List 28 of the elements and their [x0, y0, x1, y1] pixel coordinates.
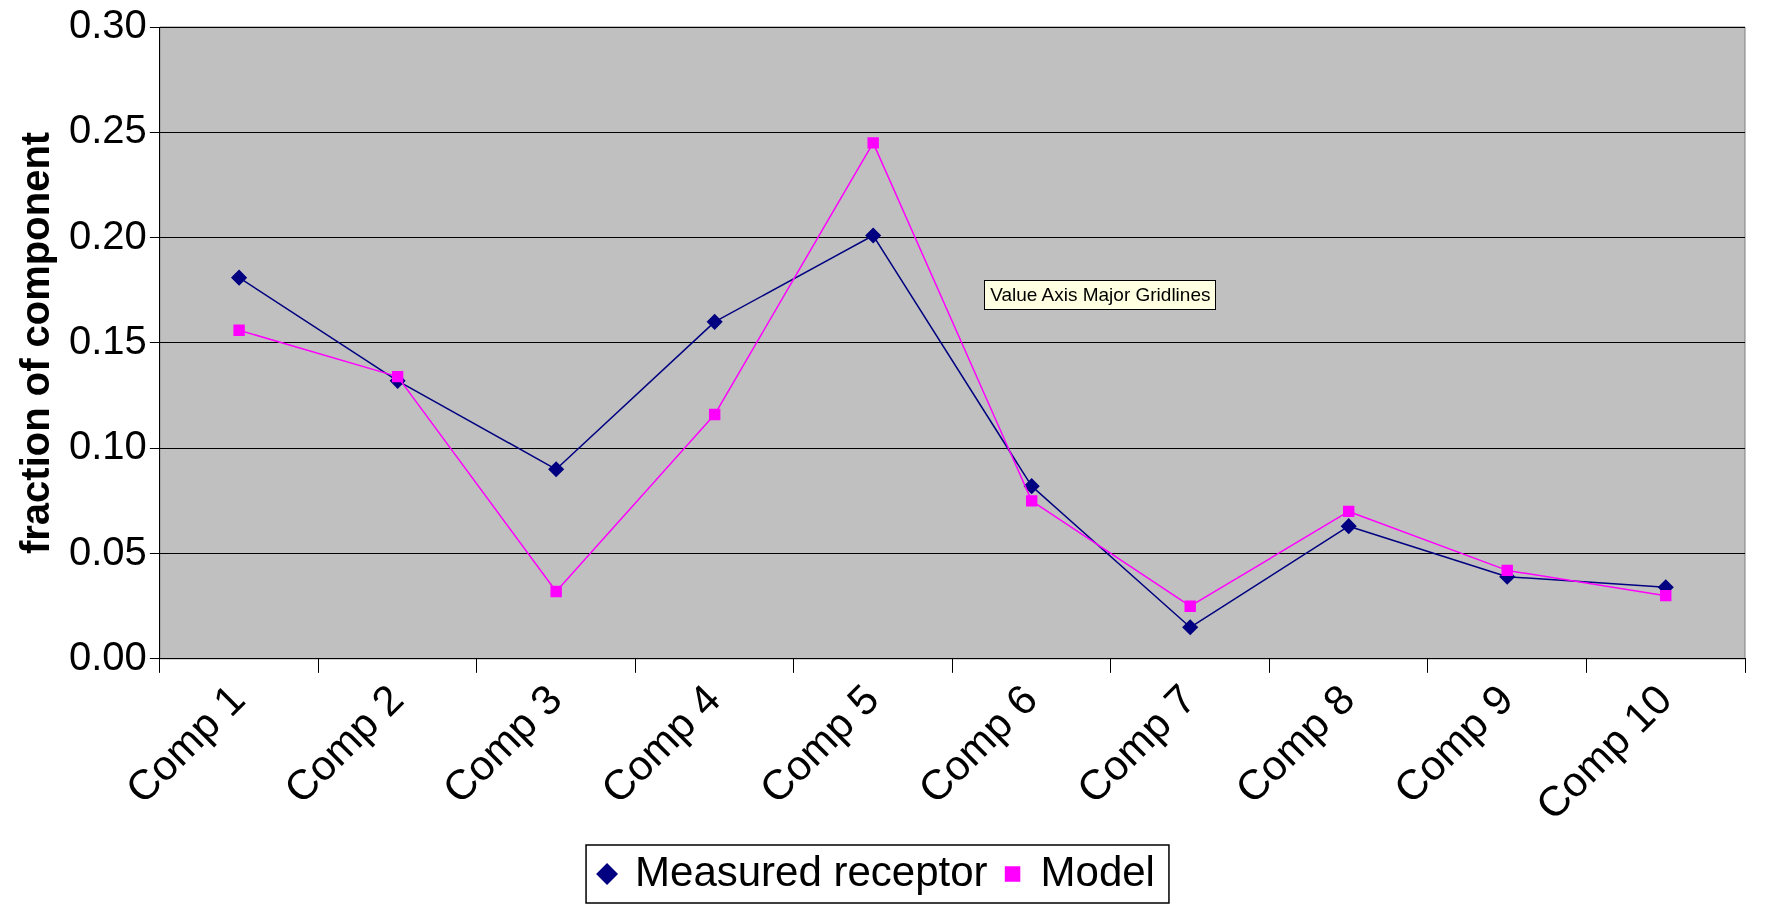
y-tick-label: 0.20 — [68, 212, 147, 257]
legend-label: Model — [1040, 847, 1155, 895]
y-tick-label: 0.10 — [68, 423, 147, 468]
y-axis-title: fraction of component — [13, 131, 58, 555]
y-tick-label: 0.15 — [68, 317, 147, 362]
annotation: Value Axis Major Gridlines — [984, 279, 1217, 310]
point — [1660, 589, 1672, 602]
point — [1343, 505, 1355, 518]
point — [1182, 619, 1198, 636]
point — [706, 314, 723, 330]
y-tick-label: 0.25 — [68, 107, 147, 152]
point — [550, 585, 562, 598]
y-tick-label: 0.00 — [68, 633, 147, 678]
y-tick-label: 0.30 — [68, 2, 147, 47]
point — [1501, 564, 1513, 577]
point — [1023, 478, 1040, 494]
point — [1340, 518, 1357, 534]
point — [708, 408, 721, 421]
point — [391, 370, 404, 383]
point — [231, 269, 247, 286]
point — [1025, 495, 1038, 507]
point — [865, 227, 881, 244]
point — [867, 137, 879, 149]
y-tick-label: 0.05 — [68, 528, 147, 573]
point — [548, 461, 564, 478]
legend-label: Measured receptor — [635, 847, 988, 895]
point — [1184, 600, 1196, 612]
point — [233, 324, 245, 336]
